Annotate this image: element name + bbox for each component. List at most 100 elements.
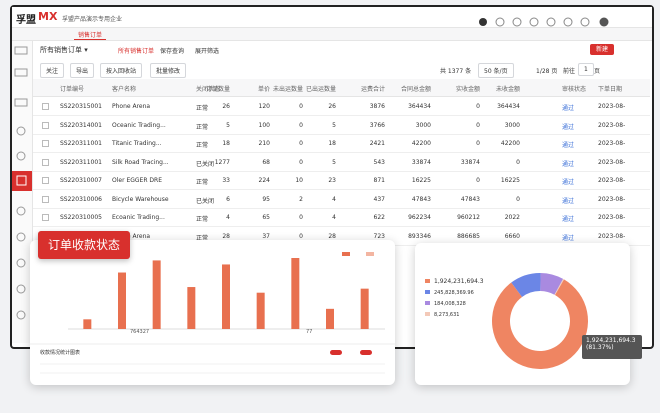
- column-header: 运费合计: [360, 86, 385, 93]
- cell: 364434: [408, 103, 431, 110]
- tooltip-percent: (81.37%): [586, 344, 614, 351]
- cell: 42200: [500, 140, 520, 147]
- action-button[interactable]: 批量修改: [150, 63, 187, 78]
- icon-row: [479, 17, 609, 27]
- icon[interactable]: [14, 46, 28, 55]
- cell: 2023-08-: [598, 103, 626, 110]
- icon[interactable]: [529, 17, 539, 27]
- cell: 正常: [196, 142, 209, 149]
- checkbox[interactable]: [42, 177, 49, 184]
- toggle[interactable]: [360, 350, 372, 355]
- icon[interactable]: [580, 17, 590, 27]
- icon[interactable]: [16, 284, 26, 294]
- chip[interactable]: 所有销售订单: [118, 48, 155, 55]
- icon[interactable]: [16, 206, 26, 216]
- new-button[interactable]: 新建: [590, 44, 614, 55]
- checkbox[interactable]: [42, 140, 49, 147]
- avatar[interactable]: [599, 17, 609, 27]
- tab[interactable]: 销售订单: [74, 30, 107, 40]
- action-button[interactable]: 导出: [70, 63, 95, 78]
- cell: 0: [516, 158, 520, 166]
- page-size[interactable]: 50 条/页: [478, 63, 514, 78]
- cell: SS220310005: [60, 214, 102, 221]
- icon[interactable]: [563, 17, 573, 27]
- icon[interactable]: [512, 17, 522, 27]
- icon[interactable]: [16, 151, 26, 161]
- cell: 0: [476, 177, 480, 184]
- cell: 3000: [415, 121, 431, 129]
- cell: SS220310006: [60, 195, 102, 203]
- icon[interactable]: [495, 17, 505, 27]
- cell: 2023-08-: [598, 140, 626, 147]
- cell: 962234: [408, 214, 431, 221]
- icon[interactable]: [479, 18, 487, 26]
- cell: 0: [476, 140, 480, 147]
- icon[interactable]: [16, 126, 26, 136]
- cell: 6660: [504, 232, 520, 240]
- total-count: 共 1377 条: [440, 68, 472, 75]
- sidebar: [12, 41, 33, 343]
- bar: [83, 319, 92, 329]
- checkbox[interactable]: [42, 158, 49, 166]
- cell: 26: [222, 103, 230, 110]
- bar: [118, 272, 126, 329]
- table-row: [33, 134, 650, 153]
- column-header: 实收金额: [455, 86, 480, 93]
- cell: 33: [222, 177, 230, 184]
- active-icon[interactable]: [12, 171, 32, 191]
- cell: 通过: [562, 216, 575, 223]
- chip[interactable]: 保存查询: [160, 48, 185, 55]
- cell: 通过: [562, 234, 575, 242]
- cell: 4: [226, 214, 230, 221]
- annotation: 764327: [130, 329, 149, 335]
- donut-slice: [540, 273, 564, 295]
- table-row: [33, 171, 650, 190]
- checkbox[interactable]: [42, 103, 49, 110]
- annotation: 77: [306, 329, 312, 335]
- receipt-card: 764327 77 收款情况统计图表: [30, 240, 395, 385]
- cell: 10: [295, 177, 303, 184]
- bar: [187, 287, 196, 329]
- cell: 0: [299, 103, 303, 110]
- cell: 3000: [504, 121, 520, 129]
- checkbox[interactable]: [42, 121, 49, 129]
- checkbox[interactable]: [42, 214, 49, 221]
- column-header: 未出运数量: [272, 86, 303, 93]
- cell: Silk Road Tracing...: [112, 158, 169, 166]
- cell: Titanic Trading...: [112, 140, 162, 147]
- legend-swatch: [366, 252, 374, 256]
- chip[interactable]: 展开筛选: [195, 48, 220, 55]
- cell: 2023-08-: [598, 195, 626, 203]
- icon[interactable]: [14, 98, 28, 107]
- goto-input[interactable]: 1: [578, 63, 594, 76]
- action-button[interactable]: 按入回收站: [100, 63, 143, 78]
- icon[interactable]: [546, 17, 556, 27]
- icon[interactable]: [14, 68, 28, 77]
- cell: 1277: [214, 158, 230, 166]
- checkbox[interactable]: [42, 195, 49, 203]
- cell: 37: [262, 232, 270, 240]
- cell: SS220314001: [60, 121, 102, 129]
- cell: 960212: [457, 214, 480, 221]
- action-button[interactable]: 关注: [40, 63, 65, 78]
- icon[interactable]: [16, 232, 26, 242]
- cell: 28: [328, 232, 336, 240]
- donut-slice: [554, 278, 564, 296]
- cell: Ecoanic Trading...: [112, 214, 165, 221]
- cell: 0: [299, 158, 303, 166]
- cell: 2: [299, 195, 303, 203]
- cell: 437: [373, 195, 385, 203]
- cell: 28: [222, 232, 230, 240]
- view-selector[interactable]: 所有销售订单 ▾: [40, 46, 88, 54]
- icon[interactable]: [16, 310, 26, 320]
- toggle[interactable]: [330, 350, 342, 355]
- icon[interactable]: [16, 258, 26, 268]
- bar: [326, 308, 334, 329]
- bar: [291, 258, 300, 329]
- legend-value: 1,924,231,694.3: [434, 278, 484, 285]
- cell: 723: [373, 232, 385, 240]
- column-header: 关闭状态: [196, 86, 221, 93]
- cell: 210: [258, 140, 270, 147]
- column-header: 已出运数量: [305, 86, 336, 93]
- cell: 26: [328, 103, 336, 110]
